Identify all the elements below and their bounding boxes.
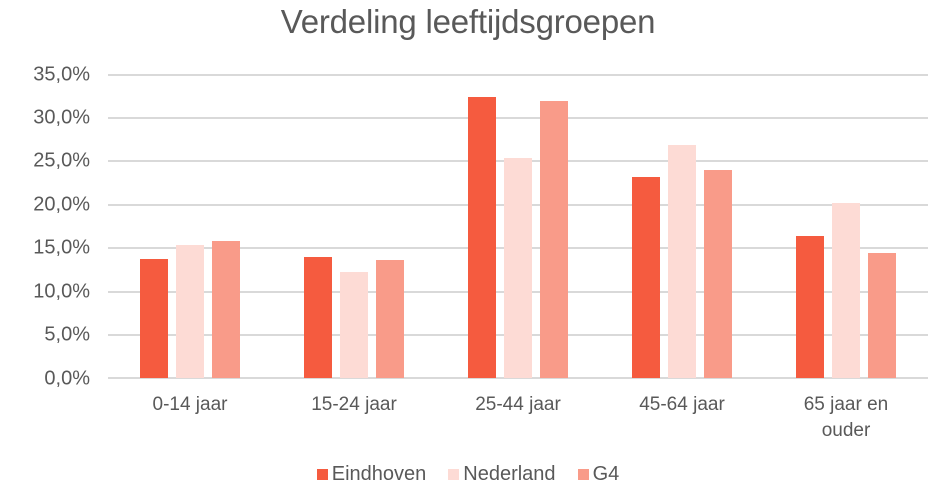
bar-eindhoven-1 bbox=[140, 259, 168, 378]
legend-label: Nederland bbox=[463, 463, 556, 485]
x-axis-line bbox=[108, 377, 928, 379]
legend-swatch-icon bbox=[577, 469, 589, 480]
x-tick-label: 0-14 jaar bbox=[152, 394, 228, 415]
y-tick-label: 10,0% bbox=[33, 280, 90, 303]
y-tick-label: 15,0% bbox=[33, 236, 90, 259]
x-tick-label: 65 jaar en ouder bbox=[803, 394, 889, 441]
bar-g4-2 bbox=[376, 259, 404, 378]
legend-label: G4 bbox=[592, 463, 620, 485]
bar-g4-4 bbox=[704, 170, 732, 378]
legend-swatch-icon bbox=[448, 469, 460, 480]
x-tick-label: 45-64 jaar bbox=[639, 394, 725, 415]
plot-area bbox=[108, 74, 928, 379]
legend-item-g4[interactable]: G4 bbox=[577, 463, 620, 486]
y-tick-label: 25,0% bbox=[33, 149, 90, 172]
legend-label: Eindhoven bbox=[331, 463, 427, 485]
chart-title: Verdeling leeftijdsgroepen bbox=[280, 3, 656, 40]
gridline bbox=[108, 117, 928, 119]
bar-g4-3 bbox=[540, 100, 568, 378]
legend-item-nederland[interactable]: Nederland bbox=[448, 463, 556, 486]
bar-eindhoven-3 bbox=[468, 96, 496, 378]
y-tick-label: 30,0% bbox=[33, 106, 90, 129]
y-tick-label: 5,0% bbox=[44, 323, 90, 346]
bar-eindhoven-5 bbox=[796, 236, 824, 378]
x-tick-label: 15-24 jaar bbox=[311, 394, 397, 415]
x-tick-label: 25-44 jaar bbox=[475, 394, 561, 415]
y-tick-label: 35,0% bbox=[33, 63, 90, 86]
bar-nederland-4 bbox=[668, 145, 696, 378]
y-tick-label: 20,0% bbox=[33, 193, 90, 216]
bar-g4-5 bbox=[868, 252, 896, 378]
bar-nederland-1 bbox=[176, 245, 204, 378]
bar-eindhoven-2 bbox=[304, 257, 332, 378]
legend-swatch-icon bbox=[316, 469, 328, 480]
gridline bbox=[108, 74, 928, 76]
bar-nederland-5 bbox=[832, 203, 860, 378]
y-tick-label: 0,0% bbox=[44, 367, 90, 390]
legend: Eindhoven Nederland G4 bbox=[0, 463, 936, 486]
bar-g4-1 bbox=[212, 240, 240, 378]
legend-item-eindhoven[interactable]: Eindhoven bbox=[316, 463, 427, 486]
bar-nederland-3 bbox=[504, 158, 532, 378]
bar-eindhoven-4 bbox=[632, 176, 660, 378]
bar-nederland-2 bbox=[340, 272, 368, 378]
